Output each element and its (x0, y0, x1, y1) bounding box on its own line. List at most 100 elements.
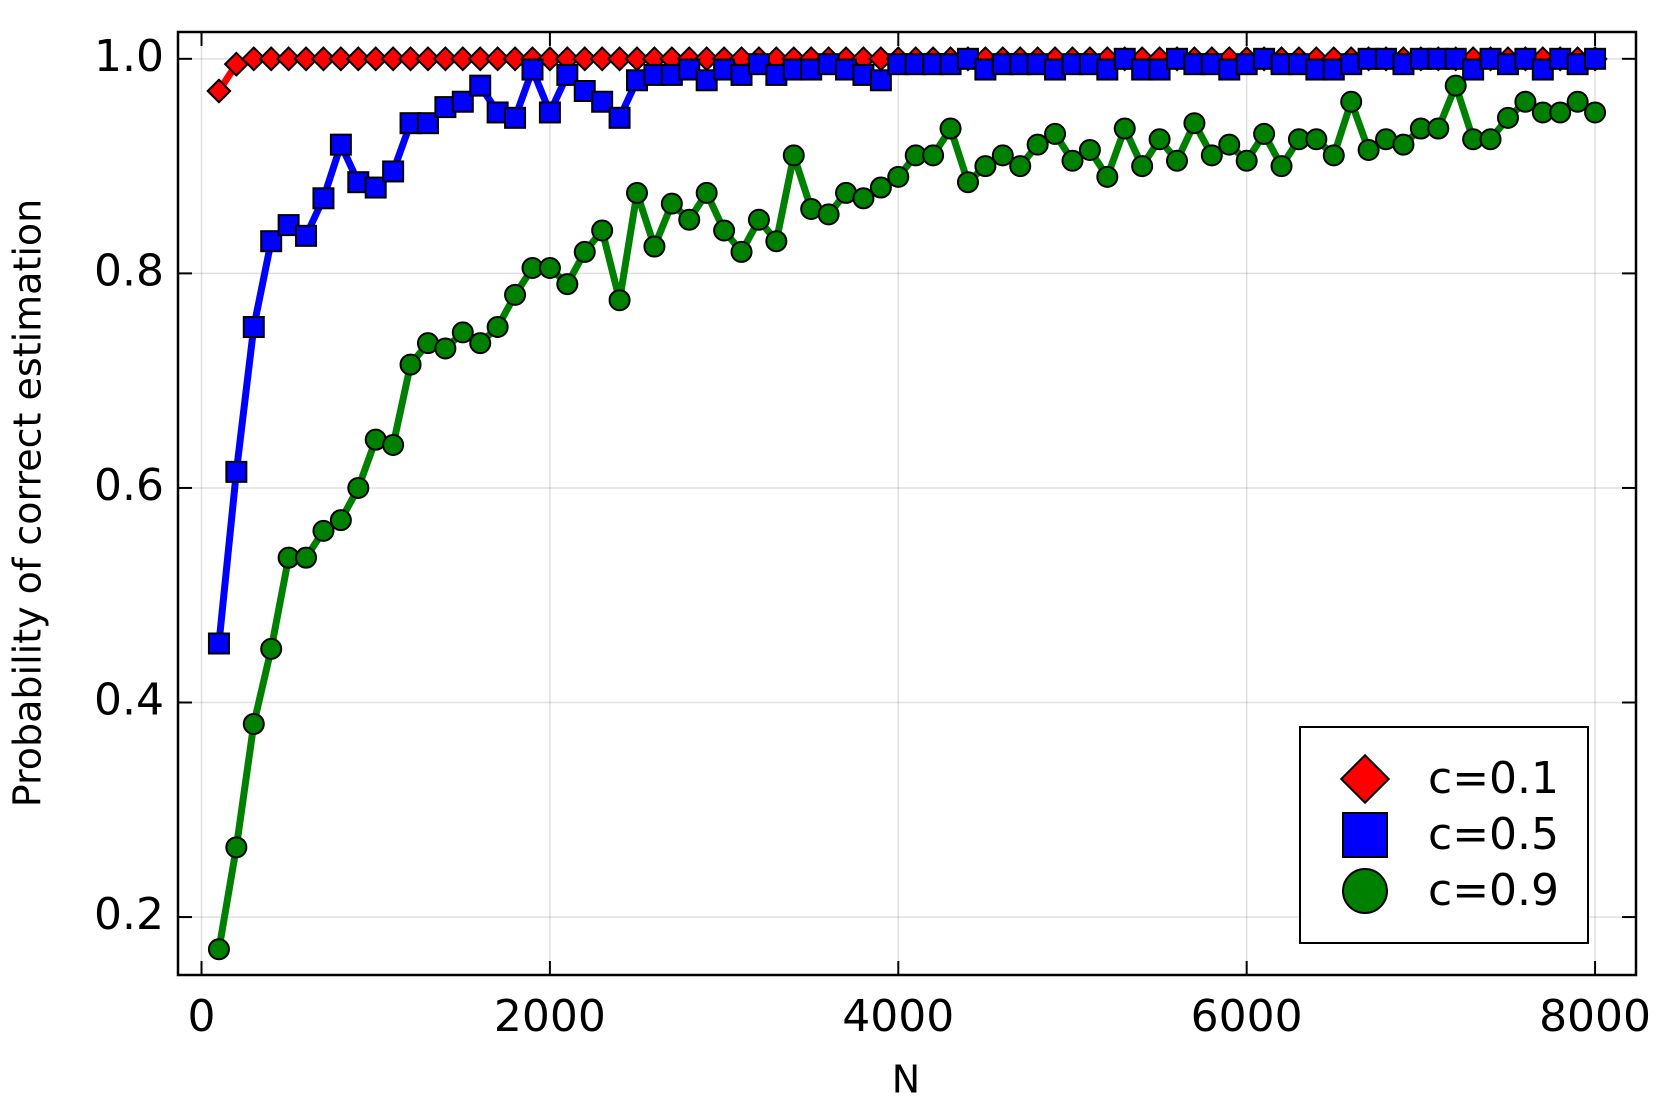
marker (347, 476, 370, 499)
legend-marker (1339, 753, 1391, 805)
marker (1357, 139, 1380, 162)
marker (1392, 133, 1415, 156)
marker (328, 46, 354, 72)
marker (1061, 149, 1084, 172)
marker (1113, 117, 1136, 140)
marker (502, 46, 528, 72)
marker (939, 117, 962, 140)
marker (260, 230, 283, 253)
marker (207, 632, 230, 655)
marker (765, 230, 788, 253)
marker (660, 192, 683, 215)
marker (1166, 149, 1188, 172)
marker (817, 203, 840, 226)
marker (293, 46, 319, 72)
marker (432, 46, 459, 72)
marker (589, 46, 615, 72)
marker (1044, 122, 1067, 145)
x-tick-label: 6000 (1191, 991, 1303, 1042)
marker (380, 46, 406, 72)
marker (1253, 122, 1276, 145)
marker (538, 257, 561, 280)
marker (312, 519, 335, 542)
marker (258, 46, 284, 72)
marker (747, 208, 770, 231)
marker (1148, 128, 1171, 151)
plot-frame (176, 30, 1638, 977)
marker (521, 58, 544, 81)
marker (363, 46, 389, 72)
marker (1479, 128, 1502, 151)
marker (1200, 144, 1223, 167)
marker (1496, 106, 1519, 129)
marker (397, 46, 424, 72)
marker (484, 46, 511, 72)
marker (1218, 133, 1241, 156)
marker (678, 208, 701, 231)
marker (345, 46, 371, 72)
legend-label: c=0.1 (1428, 753, 1559, 804)
marker (364, 176, 387, 199)
marker (329, 509, 352, 532)
x-tick-label: 0 (188, 991, 216, 1042)
marker (399, 353, 422, 376)
marker (207, 938, 230, 961)
marker (450, 46, 476, 72)
marker (869, 69, 892, 92)
marker (206, 78, 232, 104)
marker (852, 187, 875, 210)
marker (382, 434, 405, 457)
marker (1427, 117, 1450, 140)
marker (591, 219, 614, 242)
marker (469, 332, 492, 355)
marker (1078, 139, 1101, 162)
marker (242, 316, 265, 339)
marker (537, 46, 563, 72)
marker (1270, 155, 1293, 178)
marker (730, 240, 753, 263)
marker (974, 155, 997, 178)
marker (467, 46, 493, 72)
legend-label: c=0.5 (1428, 809, 1559, 860)
legend-marker (1342, 812, 1388, 858)
marker (606, 46, 633, 72)
marker (591, 90, 614, 113)
marker (1009, 155, 1032, 178)
marker (451, 90, 474, 113)
marker (1096, 165, 1119, 188)
marker (1131, 155, 1154, 178)
marker (504, 283, 527, 306)
marker (643, 235, 666, 258)
marker (1322, 144, 1345, 167)
marker (416, 112, 439, 135)
marker (956, 171, 979, 194)
marker (1305, 128, 1328, 151)
marker (295, 224, 318, 247)
marker (329, 133, 352, 156)
marker (869, 176, 892, 199)
marker (538, 101, 561, 124)
marker (695, 181, 718, 204)
marker (991, 144, 1014, 167)
marker (1584, 101, 1607, 124)
marker (1235, 149, 1258, 172)
x-axis-label: N (892, 1058, 920, 1102)
marker (486, 316, 509, 339)
legend-label: c=0.9 (1428, 865, 1559, 916)
x-tick-label: 4000 (842, 991, 954, 1042)
marker (415, 46, 441, 72)
marker (225, 836, 248, 859)
marker (713, 219, 736, 242)
marker (572, 46, 598, 72)
y-tick-label: 0.6 (94, 460, 164, 511)
marker (573, 240, 596, 263)
marker (1514, 90, 1537, 113)
marker (451, 321, 474, 344)
marker (260, 637, 283, 660)
marker (1340, 90, 1363, 113)
legend-marker (1342, 868, 1388, 914)
marker (434, 337, 457, 360)
marker (608, 289, 631, 312)
